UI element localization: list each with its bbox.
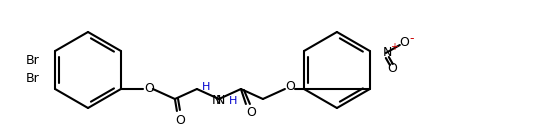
Text: +: + [390, 42, 398, 52]
Text: N: N [212, 94, 222, 106]
Text: N: N [216, 94, 226, 106]
Text: O: O [399, 36, 409, 50]
Text: H: H [229, 96, 237, 106]
Text: Br: Br [25, 72, 39, 86]
Text: O: O [144, 83, 154, 95]
Text: O: O [246, 106, 256, 118]
Text: O: O [387, 63, 397, 75]
Text: H: H [202, 82, 210, 92]
Text: O: O [175, 114, 185, 126]
Text: O: O [285, 81, 295, 94]
Text: -: - [410, 33, 414, 46]
Text: N: N [383, 47, 392, 59]
Text: Br: Br [25, 55, 39, 67]
